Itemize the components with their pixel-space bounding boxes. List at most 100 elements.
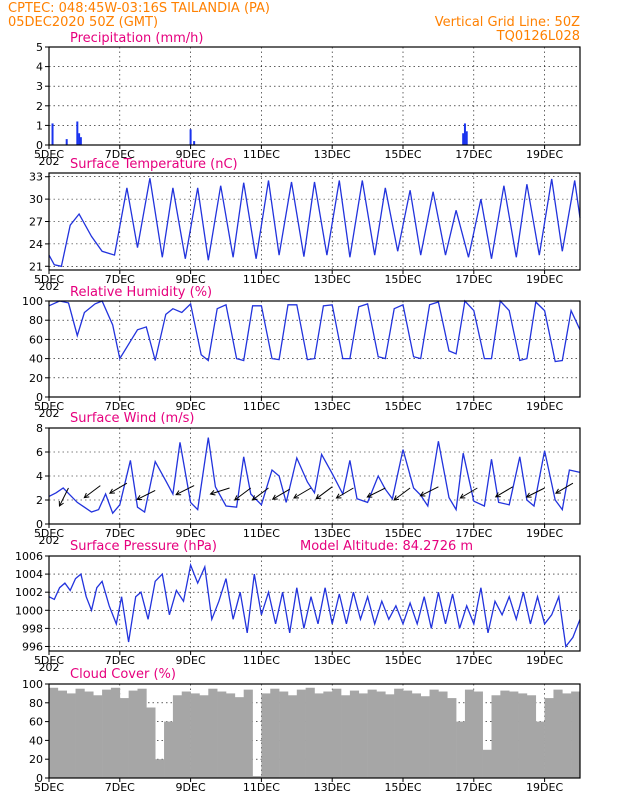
cloud-cover-bar bbox=[305, 687, 315, 778]
x-tick-label: 15DEC bbox=[384, 273, 421, 286]
panel-frame bbox=[48, 300, 581, 398]
wind-arrow bbox=[335, 487, 354, 499]
cloud-cover-bar bbox=[349, 690, 360, 778]
x-tick-label: 9DEC bbox=[176, 400, 206, 413]
x-tick-label: 7DEC bbox=[105, 273, 135, 286]
cloud-cover-bar bbox=[234, 697, 244, 778]
y-tick-label: 0 bbox=[36, 139, 43, 152]
wind-arrow-head bbox=[525, 492, 532, 498]
cloud-cover-bar bbox=[226, 693, 236, 778]
x-tick-label: 13DEC bbox=[314, 273, 351, 286]
cloud-cover-bar bbox=[190, 693, 200, 778]
y-tick-label: 60 bbox=[29, 716, 43, 729]
y-tick-label: 100 bbox=[22, 295, 43, 308]
x-tick-label: 17DEC bbox=[455, 148, 492, 161]
temperature-panel: Surface Temperature (nC) 21 24 27 30 33 5DEC 7… bbox=[29, 157, 581, 293]
wind-arrow-shaft bbox=[336, 487, 354, 499]
x-start-stub: 202 bbox=[39, 661, 60, 674]
y-tick-label: 20 bbox=[29, 753, 43, 766]
humidity-panel: Relative Humidity (%) 0 20 40 60 80 100 5DEC 7D… bbox=[22, 285, 581, 420]
header-code: TQ0126L028 bbox=[496, 29, 580, 44]
cloud-cover-bar bbox=[544, 698, 554, 778]
y-tick-label: 1006 bbox=[15, 550, 43, 563]
cloud-cover-bar bbox=[243, 689, 253, 778]
wind-arrow bbox=[136, 489, 156, 501]
wind-arrow bbox=[293, 487, 312, 499]
cloud-cover-bar bbox=[287, 695, 298, 778]
pressure-model-altitude: Model Altitude: 84.2726 m bbox=[300, 539, 473, 554]
cloud-cover-bar bbox=[208, 688, 218, 778]
header-source-location: CPTEC: 048:45W-03:16S TAILANDIA (PA) bbox=[8, 1, 270, 16]
wind-arrow-head bbox=[555, 488, 561, 494]
wind-arrow-head bbox=[315, 494, 322, 500]
wind-arrow-head bbox=[58, 500, 64, 507]
precipitation-bar bbox=[78, 133, 81, 145]
wind-arrow bbox=[393, 487, 411, 501]
y-tick-label: 80 bbox=[29, 697, 43, 710]
cloud-cover-bar bbox=[526, 695, 537, 778]
panel-frame bbox=[48, 555, 581, 652]
cloud-cover-bar bbox=[217, 691, 227, 778]
y-tick-label: 60 bbox=[29, 333, 43, 346]
cloud-cover-bar bbox=[438, 691, 448, 778]
wind-panel: Surface Wind (m/s) 0 2 4 6 8 5DEC 7DEC 9DEC 11DE… bbox=[34, 411, 581, 547]
x-tick-label: 9DEC bbox=[176, 527, 206, 540]
wind-arrow-head bbox=[251, 495, 258, 501]
precipitation-panel: Precipitation (mm/h) 0 1 2 3 4 5 5DEC 7DEC 9DEC 1… bbox=[34, 31, 581, 168]
cloud-cover-bar bbox=[314, 693, 324, 778]
wind-arrow-shaft bbox=[555, 482, 574, 494]
cloud-cover-bar bbox=[252, 776, 262, 778]
wind-arrow-head bbox=[108, 488, 115, 494]
cloud-cover-bar bbox=[562, 693, 572, 778]
pressure-title: Surface Pressure (hPa) bbox=[70, 539, 217, 554]
wind-arrow-shaft bbox=[234, 487, 252, 501]
wind-arrow bbox=[525, 487, 545, 498]
wind-arrow-shaft bbox=[252, 487, 269, 501]
x-tick-label: 17DEC bbox=[455, 527, 492, 540]
header-run-time: 05DEC2020 50Z (GMT) bbox=[8, 15, 158, 30]
wind-arrow-head bbox=[233, 495, 240, 501]
y-tick-label: 1002 bbox=[15, 586, 43, 599]
y-tick-label: 0 bbox=[36, 518, 43, 531]
precipitation-bar bbox=[465, 131, 468, 145]
wind-arrow bbox=[315, 486, 333, 500]
wind-arrow-shaft bbox=[136, 489, 156, 500]
x-tick-label: 19DEC bbox=[526, 400, 563, 413]
wind-arrow-shaft bbox=[84, 485, 101, 499]
wind-arrow bbox=[271, 488, 290, 500]
cloud-cover-bar bbox=[164, 721, 174, 778]
cloud-cover-bar bbox=[110, 687, 121, 778]
precipitation-bar bbox=[51, 123, 54, 145]
y-tick-label: 6 bbox=[36, 446, 43, 459]
wind-arrow-head bbox=[366, 492, 373, 498]
cloud-cover-bar bbox=[411, 693, 421, 778]
cloud-cover-bar bbox=[403, 690, 413, 778]
x-tick-label: 13DEC bbox=[314, 148, 351, 161]
y-tick-label: 1 bbox=[36, 119, 43, 132]
x-tick-label: 13DEC bbox=[314, 400, 351, 413]
cloud-cover-bar bbox=[84, 691, 94, 778]
x-start-stub: 202 bbox=[39, 407, 60, 420]
x-tick-label: 5DEC bbox=[34, 148, 64, 161]
wind-arrow bbox=[233, 487, 252, 501]
cloud-cover-bar bbox=[464, 689, 475, 778]
x-start-stub: 202 bbox=[39, 155, 60, 168]
wind-arrow bbox=[108, 482, 128, 494]
x-tick-label: 19DEC bbox=[526, 527, 563, 540]
x-tick-label: 13DEC bbox=[314, 527, 351, 540]
y-tick-label: 1000 bbox=[15, 604, 43, 617]
wind-arrow-head bbox=[335, 493, 342, 499]
cloud-cover-panel: Cloud Cover (%) 0 20 40 60 80 100 5DEC 7DEC 9DEC… bbox=[22, 667, 581, 794]
precipitation-bar bbox=[463, 123, 466, 145]
x-tick-label: 9DEC bbox=[176, 781, 206, 794]
x-tick-label: 17DEC bbox=[455, 781, 492, 794]
y-tick-label: 1004 bbox=[15, 568, 43, 581]
cloud-cover-bar bbox=[119, 698, 129, 778]
cloud-cover-bar bbox=[279, 691, 289, 778]
cloud-cover-bar bbox=[199, 695, 209, 778]
y-tick-label: 80 bbox=[29, 314, 43, 327]
x-tick-label: 13DEC bbox=[314, 654, 351, 667]
wind-arrow bbox=[419, 486, 439, 497]
wind-arrow-shaft bbox=[526, 487, 545, 498]
